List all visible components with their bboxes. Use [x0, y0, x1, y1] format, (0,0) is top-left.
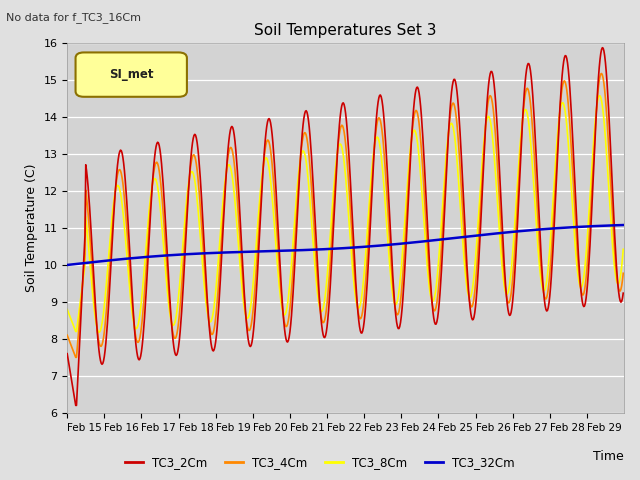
Legend: TC3_2Cm, TC3_4Cm, TC3_8Cm, TC3_32Cm: TC3_2Cm, TC3_4Cm, TC3_8Cm, TC3_32Cm	[120, 452, 520, 474]
Text: No data for f_TC3_16Cm: No data for f_TC3_16Cm	[6, 12, 141, 23]
Title: Soil Temperatures Set 3: Soil Temperatures Set 3	[254, 23, 437, 38]
Text: SI_met: SI_met	[109, 68, 154, 81]
Text: Time: Time	[593, 450, 624, 463]
FancyBboxPatch shape	[76, 52, 187, 97]
Y-axis label: Soil Temperature (C): Soil Temperature (C)	[25, 164, 38, 292]
